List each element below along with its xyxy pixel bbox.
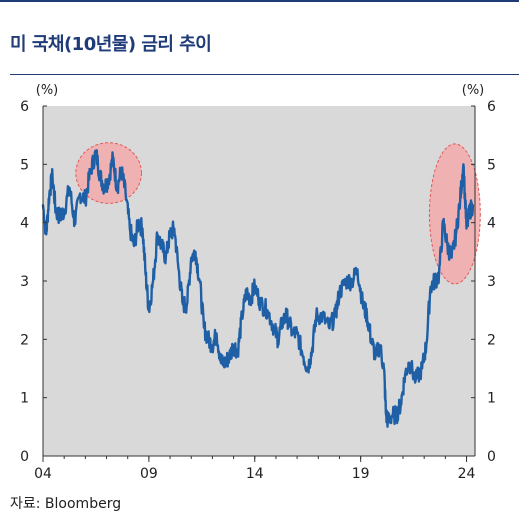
y-tick-label-right: 1 (487, 391, 496, 407)
y-tick-label-right: 3 (487, 274, 496, 290)
x-tick-label: 09 (140, 466, 158, 482)
x-tick-label: 04 (34, 466, 52, 482)
y-tick-label-right: 2 (487, 332, 496, 348)
y-tick-label-right: 0 (487, 449, 496, 465)
x-tick-label: 24 (458, 466, 476, 482)
x-tick-label: 14 (246, 466, 264, 482)
y-axis-unit-right: (%) (462, 83, 485, 98)
y-tick-label-right: 4 (487, 216, 496, 232)
line-chart: 0 0 1 1 2 2 3 3 4 4 5 5 6 6 04 09 14 19 24 (%) (%) (20, 83, 496, 482)
source-note: 자료: Bloomberg (10, 496, 122, 512)
y-tick-label-left: 5 (20, 157, 29, 173)
x-tick-label: 19 (352, 466, 370, 482)
y-axis-unit-left: (%) (36, 83, 59, 98)
yield-line (41, 149, 475, 428)
y-tick-label-left: 0 (20, 449, 29, 465)
y-tick-label-left: 6 (20, 99, 29, 115)
chart-title: 미 국채(10년물) 금리 추이 (10, 34, 212, 55)
y-tick-label-left: 4 (20, 216, 29, 232)
y-tick-label-left: 2 (20, 332, 29, 348)
y-tick-label-left: 1 (20, 391, 29, 407)
title-rule (10, 74, 519, 75)
y-tick-label-right: 5 (487, 157, 496, 173)
top-rule (0, 0, 519, 2)
y-tick-label-left: 3 (20, 274, 29, 290)
y-tick-label-right: 6 (487, 99, 496, 115)
